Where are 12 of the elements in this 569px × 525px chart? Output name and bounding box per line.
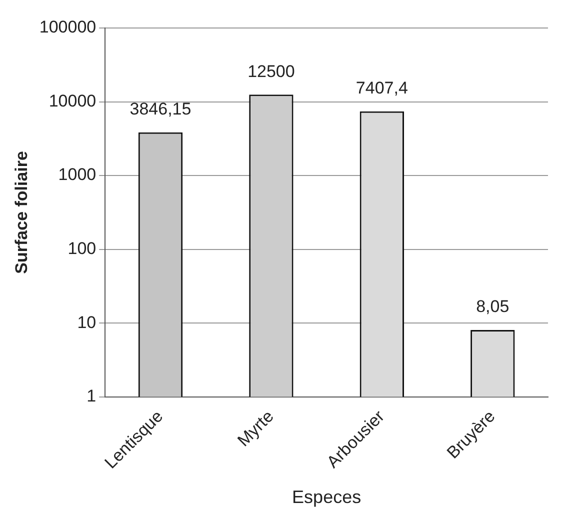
x-axis-title: Especes bbox=[292, 487, 362, 508]
data-label: 7407,4 bbox=[356, 78, 408, 98]
y-axis-title: Surface foliaire bbox=[12, 151, 31, 274]
data-label: 8,05 bbox=[476, 297, 510, 316]
data-label: 3846,15 bbox=[130, 100, 192, 119]
y-tick-label: 10000 bbox=[48, 91, 96, 110]
y-tick-label: 100000 bbox=[39, 18, 96, 37]
y-tick-label: 10 bbox=[77, 312, 96, 332]
data-label: 12500 bbox=[248, 62, 295, 81]
y-tick-label: 100 bbox=[68, 238, 96, 258]
y-tick-label: 1 bbox=[86, 386, 96, 406]
y-tick-label: 1000 bbox=[58, 165, 96, 184]
